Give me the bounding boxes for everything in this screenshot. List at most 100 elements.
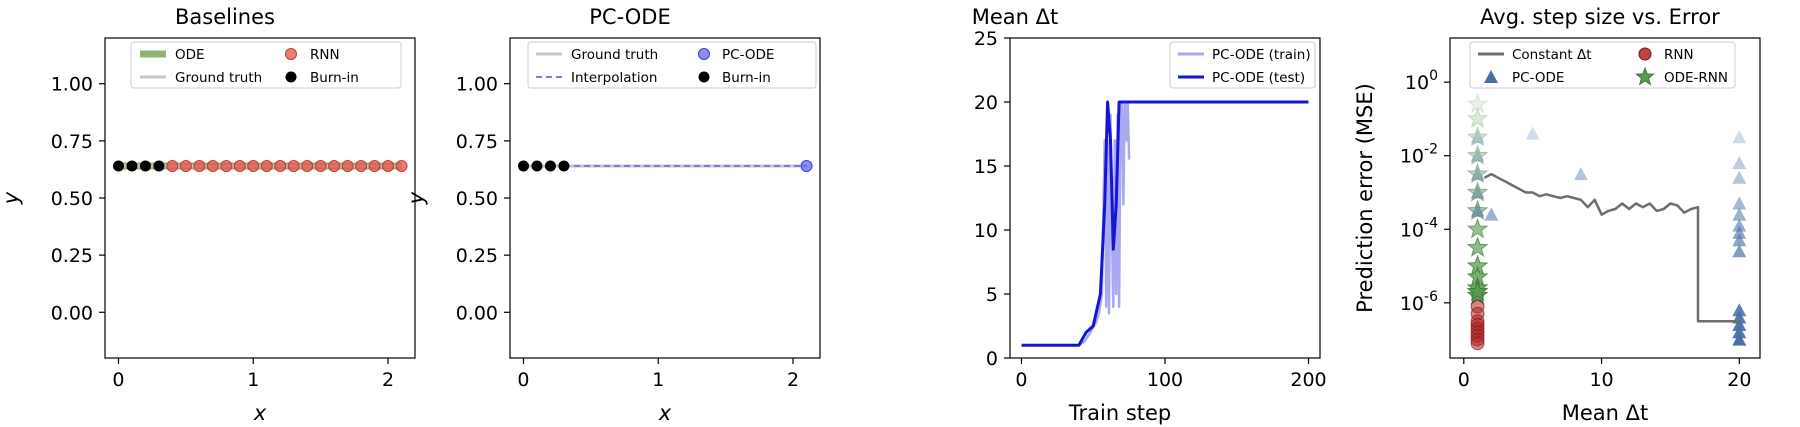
legend-box (1169, 41, 1316, 89)
tick-group: 0 1 2 0.00 0.25 0.50 0.75 1.00 (51, 74, 394, 391)
rnn-point (355, 160, 368, 172)
rnn-point (382, 160, 395, 172)
burn-in-point (531, 160, 543, 172)
legend-swatch-burn-in (285, 71, 297, 83)
pc-ode-point (1470, 185, 1485, 199)
rnn-point (274, 160, 287, 172)
burn-in-point (544, 160, 556, 172)
tick-group: 0 1 2 0.00 0.25 0.50 0.75 1.00 (456, 74, 799, 391)
pc-ode-point (1732, 303, 1747, 317)
x-axis-label: x (253, 401, 267, 425)
legend-label-pc-ode-test: PC-ODE (test) (1212, 70, 1305, 86)
legend-swatch-ode-rnn (1635, 66, 1655, 86)
y-tick-label: 10-2 (1400, 142, 1438, 168)
rnn-point (179, 160, 192, 172)
pc-ode-point (1732, 170, 1747, 184)
y-tick-label: 100 (1405, 68, 1438, 94)
x-axis-label: Train step (1068, 401, 1172, 425)
y-tick-label: 0.75 (456, 131, 498, 153)
y-tick-label: 15 (974, 156, 998, 178)
legend: PC-ODE (train) PC-ODE (test) (1169, 41, 1316, 89)
pc-ode-point (1470, 130, 1485, 144)
panel-step-size-vs-error: Avg. step size vs. Error 0 10 20 10-6 10-4 10… (1353, 5, 1761, 425)
panel-pc-ode: PC-ODE 0 1 2 0.00 0.25 0.50 0.75 1.00 x y Groun… (404, 5, 821, 425)
y-tick-label: 0.00 (51, 302, 93, 324)
pc-ode-point (1484, 207, 1499, 221)
y-tick-label: 0.25 (456, 245, 498, 267)
rnn-point (395, 160, 408, 172)
rnn-point (287, 160, 300, 172)
legend-swatch-rnn (285, 48, 297, 60)
y-tick-label: 0.50 (51, 188, 93, 210)
legend-label-burn-in: Burn-in (310, 70, 359, 86)
x-tick-label: 20 (1727, 369, 1751, 391)
rnn-point (166, 160, 179, 172)
legend-swatch-pc-ode (1484, 70, 1498, 83)
y-tick-label: 1.00 (51, 74, 93, 96)
series-group (1021, 100, 1309, 347)
y-tick-label: 10 (974, 220, 998, 242)
rnn-point (260, 160, 273, 172)
x-tick-label: 1 (652, 369, 664, 391)
pc-ode-point (1732, 207, 1747, 221)
ode-rnn-point (1466, 280, 1489, 302)
legend: Ground truth Interpolation PC-ODE Burn-i… (527, 41, 817, 89)
legend-box (527, 41, 817, 89)
chart-title: PC-ODE (589, 5, 670, 29)
x-axis-label: x (658, 401, 672, 425)
x-tick-label: 0 (112, 369, 124, 391)
y-axis-label: y (0, 191, 23, 205)
legend-box (130, 41, 402, 89)
rnn-point (206, 160, 219, 172)
legend-swatch-burn-in (698, 71, 710, 83)
pc-ode-point (1732, 218, 1747, 232)
panel-baselines: Baselines 0 1 2 0.00 0.25 0.50 0.75 1.00 x y OD… (0, 5, 416, 425)
pc-ode-point (1732, 317, 1747, 331)
legend-label-pc-ode-train: PC-ODE (train) (1212, 47, 1311, 63)
tick-group: 0 10 20 10-6 10-4 10-2 100 (1400, 68, 1752, 391)
rnn-point (193, 160, 206, 172)
legend-label-burn-in: Burn-in (722, 70, 771, 86)
y-tick-label: 0 (986, 348, 998, 370)
burn-in-point (112, 160, 124, 172)
x-tick-label: 0 (1015, 369, 1027, 391)
pc-ode-point (1732, 244, 1747, 258)
y-axis-label: y (404, 191, 428, 205)
series-group (517, 160, 813, 172)
legend-label-ground-truth: Ground truth (175, 70, 262, 86)
burn-in-point (153, 160, 165, 172)
legend-label-pc-ode: PC-ODE (722, 47, 774, 63)
y-tick-label: 1.00 (456, 74, 498, 96)
y-tick-label: 0.00 (456, 302, 498, 324)
x-tick-label: 2 (787, 369, 799, 391)
rnn-point (220, 160, 233, 172)
x-tick-label: 200 (1290, 369, 1326, 391)
plot-frame (1449, 37, 1761, 359)
rnn-point (314, 160, 327, 172)
ode-rnn-point (1466, 92, 1489, 114)
chart-title: Avg. step size vs. Error (1480, 5, 1720, 29)
legend-box (1469, 41, 1736, 89)
rnn-point (1470, 336, 1485, 351)
x-tick-label: 1 (247, 369, 259, 391)
pc-ode-point (1573, 167, 1588, 181)
burn-in-point (126, 160, 138, 172)
pc-ode-point (1470, 203, 1485, 217)
rnn-point (247, 160, 260, 172)
ode-rnn-point (1466, 236, 1489, 257)
pc-ode-point (1732, 325, 1747, 339)
y-tick-label: 0.75 (51, 131, 93, 153)
chart-title: Baselines (175, 5, 275, 29)
y-tick-label: 0.25 (51, 245, 93, 267)
pc-ode-point (1732, 156, 1747, 170)
x-axis-label: Mean Δt (1562, 401, 1649, 425)
tick-group: 0 100 200 0 5 10 15 20 25 (974, 28, 1327, 391)
series-group (1466, 92, 1747, 351)
x-tick-label: 100 (1147, 369, 1183, 391)
x-tick-label: 0 (1458, 369, 1470, 391)
legend-swatch-rnn (1638, 47, 1652, 61)
panel-mean-dt: Mean Δt 0 100 200 0 5 10 15 20 25 Train step PC-… (972, 5, 1327, 425)
x-tick-label: 2 (382, 369, 394, 391)
pc-ode-point (1732, 196, 1747, 210)
